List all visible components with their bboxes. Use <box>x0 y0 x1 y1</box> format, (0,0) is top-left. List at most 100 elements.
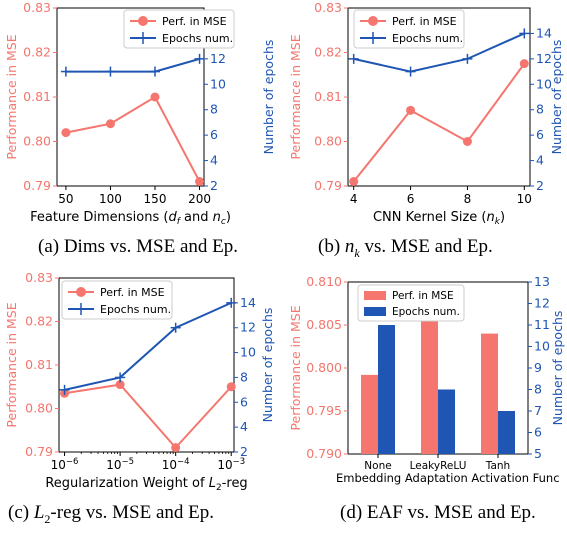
right-tick-label: 8 <box>534 382 542 397</box>
caption-c-sym: L <box>33 502 45 523</box>
left-tick-label: 0.80 <box>23 134 51 149</box>
legend-epochs-label: Epochs num. <box>392 32 463 45</box>
left-tick-label: 0.795 <box>306 403 342 418</box>
left-tick-label: 0.82 <box>25 314 53 329</box>
left-tick-label: 0.80 <box>25 401 53 416</box>
chart-a-svg: 0.790.800.810.820.832468101214Performanc… <box>4 0 276 227</box>
mse-point <box>115 380 125 390</box>
chart-b: 0.79 0.80 0.81 0.82 0.83 2 4 6 8 10 12 14 Performanc… <box>284 0 567 230</box>
legend-epochs-swatch <box>364 307 386 316</box>
x-tick-label: None <box>364 460 391 472</box>
caption-c-pre: (c) <box>8 502 34 523</box>
caption-c-post: -reg vs. MSE and Ep. <box>50 502 215 523</box>
right-tick-label: 4 <box>536 153 544 168</box>
right-tick-label: 10 <box>210 76 226 91</box>
legend-epochs-label: Epochs num. <box>100 303 171 316</box>
right-tick-label: 6 <box>210 127 218 142</box>
right-tick-label: 8 <box>536 102 544 117</box>
left-tick-label: 0.83 <box>23 0 51 15</box>
right-tick-label: 12 <box>210 51 226 66</box>
legend-epochs-label: Epochs num. <box>392 306 460 318</box>
caption-d: (d) EAF vs. MSE and Ep. <box>340 502 536 523</box>
mse-point <box>349 177 359 187</box>
mse-point <box>195 177 205 187</box>
mse-point <box>406 105 416 115</box>
right-tick-label: 10 <box>536 76 552 91</box>
left-tick-label: 0.81 <box>25 357 53 372</box>
y-axis-left-title: Performance in MSE <box>4 302 19 427</box>
mse-point <box>226 382 236 392</box>
legend-epochs-label: Epochs num. <box>162 32 233 45</box>
left-tick-label: 0.810 <box>306 274 342 289</box>
y-axis-right-title: Number of epochs <box>260 308 275 423</box>
x-tick-label: 6 <box>407 192 415 206</box>
chart-d: 0.790 0.795 0.800 0.805 0.810 5 6 7 8 9 10 11 12 13 Pe… <box>284 264 567 486</box>
mse-bar <box>361 374 378 454</box>
caption-b-sub: k <box>354 245 360 260</box>
right-tick-label: 4 <box>240 419 248 434</box>
legend-mse-marker <box>76 287 86 297</box>
right-tick-label: 14 <box>536 25 552 40</box>
right-tick-label: 12 <box>240 320 256 335</box>
mse-point <box>462 137 472 146</box>
x-tick-label: 8 <box>464 192 472 206</box>
right-tick-label: 12 <box>536 51 552 66</box>
left-tick-label: 0.80 <box>314 134 342 149</box>
mse-bar <box>421 316 438 454</box>
mse-point <box>61 128 71 138</box>
right-tick-label: 11 <box>534 317 550 332</box>
epochs-bar <box>378 325 395 454</box>
left-tick-label: 0.790 <box>306 446 342 461</box>
y-axis-right-title: Number of epochs <box>550 311 565 426</box>
x-axis-title: Embedding Adaptation Activation Func <box>336 471 560 485</box>
y-axis-left-title: Performance in MSE <box>4 34 19 159</box>
y-axis-left-title: Performance in MSE <box>288 34 303 159</box>
epochs-line <box>64 301 232 391</box>
chart-c: 0.79 0.80 0.81 0.82 0.83 2 4 6 8 10 12 14 Performanc… <box>0 264 283 493</box>
right-tick-label: 2 <box>536 178 544 193</box>
epochs-bar <box>438 389 455 454</box>
right-tick-label: 8 <box>240 369 248 384</box>
caption-a: (a) Dims vs. MSE and Ep. <box>38 236 239 257</box>
right-tick-label: 6 <box>536 127 544 142</box>
left-tick-label: 0.81 <box>314 89 342 104</box>
left-tick-label: 0.83 <box>25 270 53 285</box>
mse-point <box>519 59 529 69</box>
y-axis-right-title: Number of epochs <box>549 40 564 155</box>
right-tick-label: 2 <box>240 444 248 459</box>
left-tick-label: 0.83 <box>314 0 342 15</box>
mse-point <box>171 443 181 453</box>
right-tick-label: 14 <box>240 295 256 310</box>
x-axis-title: Regularization Weight of L2-reg <box>45 476 247 493</box>
caption-b-sym: n <box>344 236 355 257</box>
y-axis-left-title: Performance in MSE <box>288 305 303 430</box>
mse-point <box>105 119 115 129</box>
legend-mse-label: Perf. in MSE <box>100 286 165 299</box>
legend-mse-marker <box>368 16 378 26</box>
x-tick-label: Tanh <box>485 460 510 472</box>
right-tick-label: 12 <box>534 296 550 311</box>
x-tick-label: 50 <box>58 192 73 206</box>
legend-mse-label: Perf. in MSE <box>392 15 457 28</box>
legend-mse-swatch <box>364 291 386 300</box>
caption-c: (c) L2-reg vs. MSE and Ep. <box>8 502 214 527</box>
left-tick-label: 0.81 <box>23 89 51 104</box>
right-tick-label: 5 <box>534 446 542 461</box>
mse-point <box>150 92 160 102</box>
caption-b-pre: (b) <box>318 236 345 257</box>
caption-b: (b) nk vs. MSE and Ep. <box>318 236 493 261</box>
right-tick-label: 7 <box>534 403 542 418</box>
right-tick-label: 6 <box>240 394 248 409</box>
left-tick-label: 0.805 <box>306 317 342 332</box>
right-tick-label: 2 <box>210 178 218 193</box>
legend-mse-label: Perf. in MSE <box>162 15 227 28</box>
x-tick-label: 10−3 <box>217 457 245 472</box>
caption-b-post: vs. MSE and Ep. <box>359 236 493 257</box>
x-tick-label: 100 <box>99 192 122 206</box>
legend-mse-label: Perf. in MSE <box>392 290 454 302</box>
right-tick-label: 13 <box>534 274 550 289</box>
x-axis-title: Feature Dimensions (df and nc) <box>30 210 231 227</box>
chart-b-svg: 0.79 0.80 0.81 0.82 0.83 2 4 6 8 10 12 14 Performanc… <box>288 0 564 227</box>
x-tick-label: LeakyReLU <box>410 460 467 472</box>
left-tick-label: 0.82 <box>23 45 51 60</box>
